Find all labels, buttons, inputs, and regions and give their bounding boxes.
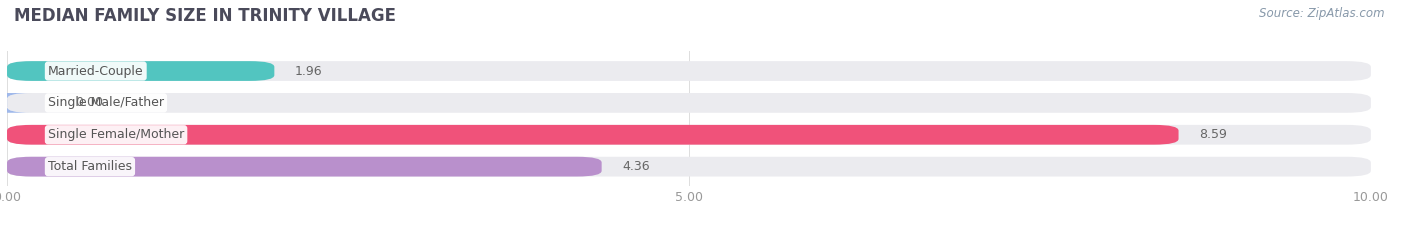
FancyBboxPatch shape [7, 125, 1371, 145]
FancyBboxPatch shape [0, 93, 31, 113]
FancyBboxPatch shape [7, 157, 1371, 177]
FancyBboxPatch shape [7, 61, 1371, 81]
FancyBboxPatch shape [7, 61, 274, 81]
FancyBboxPatch shape [7, 125, 1178, 145]
FancyBboxPatch shape [7, 93, 1371, 113]
Text: 0.00: 0.00 [76, 96, 103, 110]
Text: Married-Couple: Married-Couple [48, 65, 143, 78]
Text: Single Female/Mother: Single Female/Mother [48, 128, 184, 141]
Text: 1.96: 1.96 [295, 65, 322, 78]
Text: 4.36: 4.36 [621, 160, 650, 173]
Text: Single Male/Father: Single Male/Father [48, 96, 165, 110]
FancyBboxPatch shape [7, 157, 602, 177]
Text: Total Families: Total Families [48, 160, 132, 173]
Text: Source: ZipAtlas.com: Source: ZipAtlas.com [1260, 7, 1385, 20]
Text: 8.59: 8.59 [1199, 128, 1227, 141]
Text: MEDIAN FAMILY SIZE IN TRINITY VILLAGE: MEDIAN FAMILY SIZE IN TRINITY VILLAGE [14, 7, 396, 25]
